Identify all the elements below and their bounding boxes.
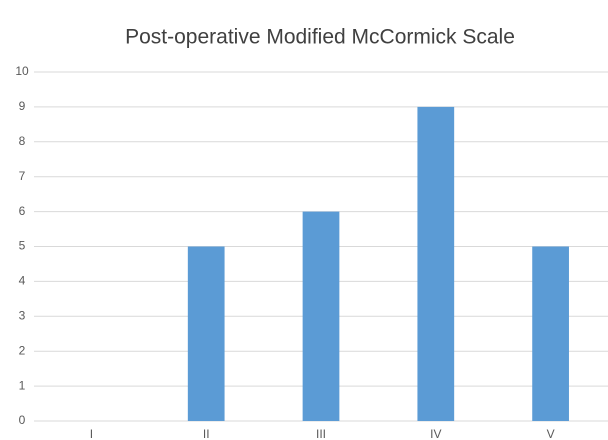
- bar: [187, 246, 225, 421]
- y-tick-label: 4: [19, 274, 26, 288]
- x-tick-label: III: [316, 427, 326, 440]
- x-tick-label: II: [203, 427, 210, 440]
- x-tick-label: V: [547, 427, 555, 440]
- y-tick-label: 1: [19, 378, 26, 392]
- y-tick-label: 0: [19, 413, 26, 427]
- bar: [302, 211, 340, 421]
- y-tick-label: 8: [19, 134, 26, 148]
- bar: [417, 106, 455, 422]
- y-tick-label: 6: [19, 204, 26, 218]
- y-tick-label: 5: [19, 239, 26, 253]
- x-tick-label: IV: [430, 427, 441, 440]
- y-tick-label: 2: [19, 343, 26, 357]
- y-tick-label: 7: [19, 169, 26, 183]
- y-tick-label: 9: [19, 99, 26, 113]
- bar: [532, 246, 569, 421]
- chart-title: Post-operative Modified McCormick Scale: [125, 26, 515, 49]
- y-tick-label: 3: [19, 308, 26, 322]
- x-tick-label: I: [90, 427, 93, 440]
- y-tick-label: 10: [15, 64, 29, 78]
